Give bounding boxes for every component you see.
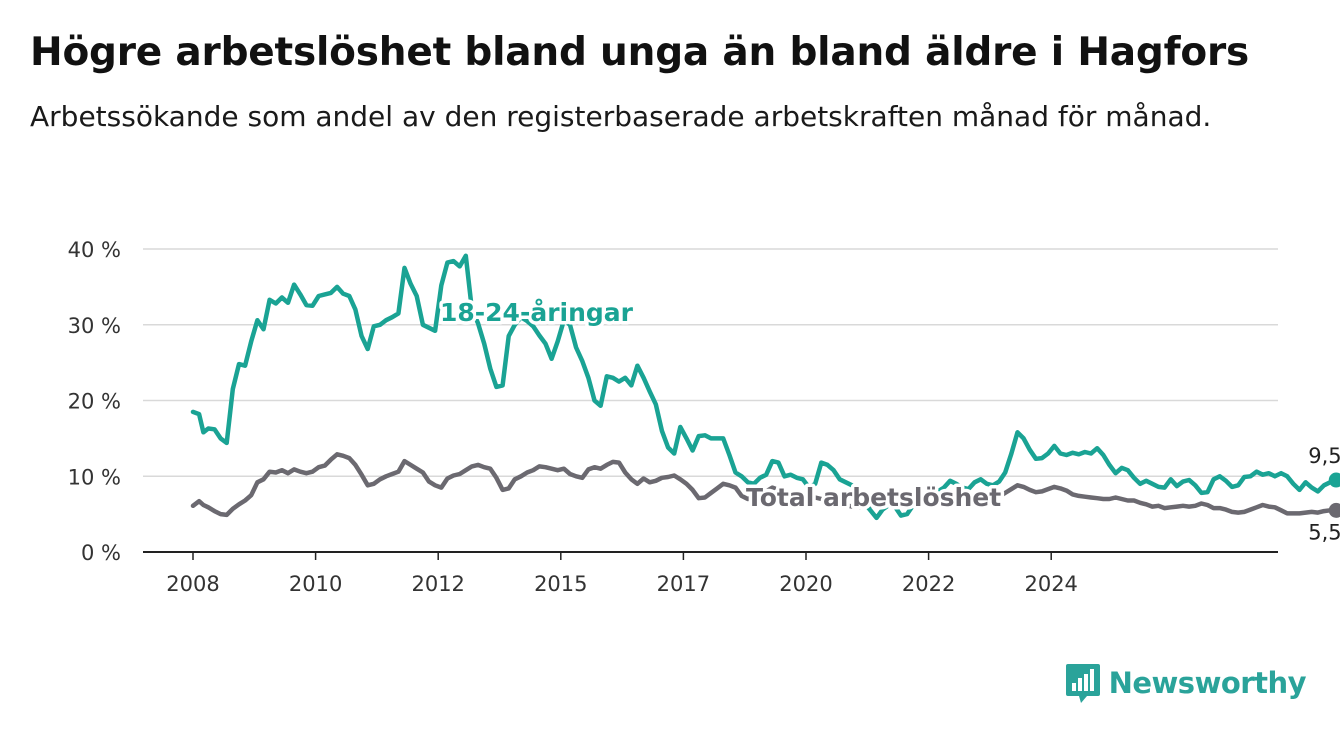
y-tick-label: 30 % bbox=[68, 314, 121, 338]
x-axis: 2008 2010 2012 2015 2017 2020 2022 2024 bbox=[143, 551, 1278, 596]
y-tick-label: 40 % bbox=[68, 238, 121, 262]
brand: Newsworthy bbox=[1065, 662, 1307, 704]
series-line-0 bbox=[190, 253, 1339, 521]
series-end-point-1 bbox=[1328, 502, 1340, 518]
x-tick-label: 2020 bbox=[779, 572, 832, 596]
chart-title: Högre arbetslöshet bland unga än bland ä… bbox=[30, 30, 1250, 75]
chart-subtitle: Arbetssökande som andel av den registerb… bbox=[30, 100, 1212, 133]
x-tick-label: 2012 bbox=[411, 572, 464, 596]
x-tick-label: 2008 bbox=[166, 572, 219, 596]
newsworthy-logo-icon bbox=[1065, 664, 1100, 703]
y-tick-label: 10 % bbox=[68, 465, 121, 489]
series-label-youth: 18-24-åringar bbox=[440, 298, 634, 327]
y-tick-label: 0 % bbox=[81, 541, 121, 565]
end-label-youth: 9,5 % bbox=[1308, 444, 1340, 468]
series-end-point-0 bbox=[1328, 472, 1340, 488]
brand-name: Newsworthy bbox=[1108, 666, 1307, 700]
y-tick-label: 20 % bbox=[68, 390, 121, 414]
end-label-total: 5,5 % bbox=[1308, 520, 1340, 544]
series-line-1 bbox=[190, 452, 1339, 518]
series-lines bbox=[190, 253, 1340, 521]
gridlines: 0 % 10 % 20 % 30 % 40 % bbox=[68, 238, 1278, 565]
x-tick-label: 2024 bbox=[1024, 572, 1077, 596]
x-tick-label: 2017 bbox=[657, 572, 710, 596]
x-tick-label: 2022 bbox=[902, 572, 955, 596]
x-tick-label: 2010 bbox=[289, 572, 342, 596]
x-tick-label: 2015 bbox=[534, 572, 587, 596]
series-label-total: Total arbetslöshet bbox=[746, 483, 1001, 512]
series-labels: 18-24-åringar Total arbetslöshet 9,5 % 5,5 … bbox=[437, 295, 1340, 545]
